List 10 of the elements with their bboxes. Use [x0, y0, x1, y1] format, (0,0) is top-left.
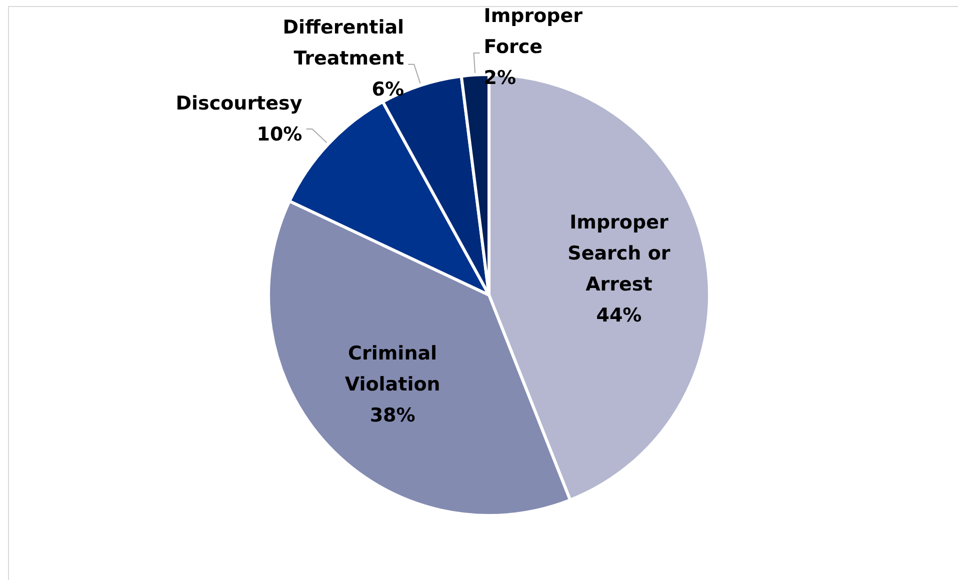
slice-label: Criminal Violation — [344, 342, 440, 396]
data-label: 10% — [256, 123, 302, 146]
data-label: 6% — [372, 78, 404, 100]
slice-label: Improper Search or Arrest — [568, 212, 671, 296]
slice-label: Differential Treatment — [282, 16, 404, 70]
slice-label: Improper Force — [484, 4, 584, 58]
data-label: 44% — [596, 304, 642, 327]
data-label: 2% — [484, 66, 516, 89]
data-label: 38% — [370, 404, 416, 427]
slice-label: Discourtesy — [176, 92, 303, 114]
